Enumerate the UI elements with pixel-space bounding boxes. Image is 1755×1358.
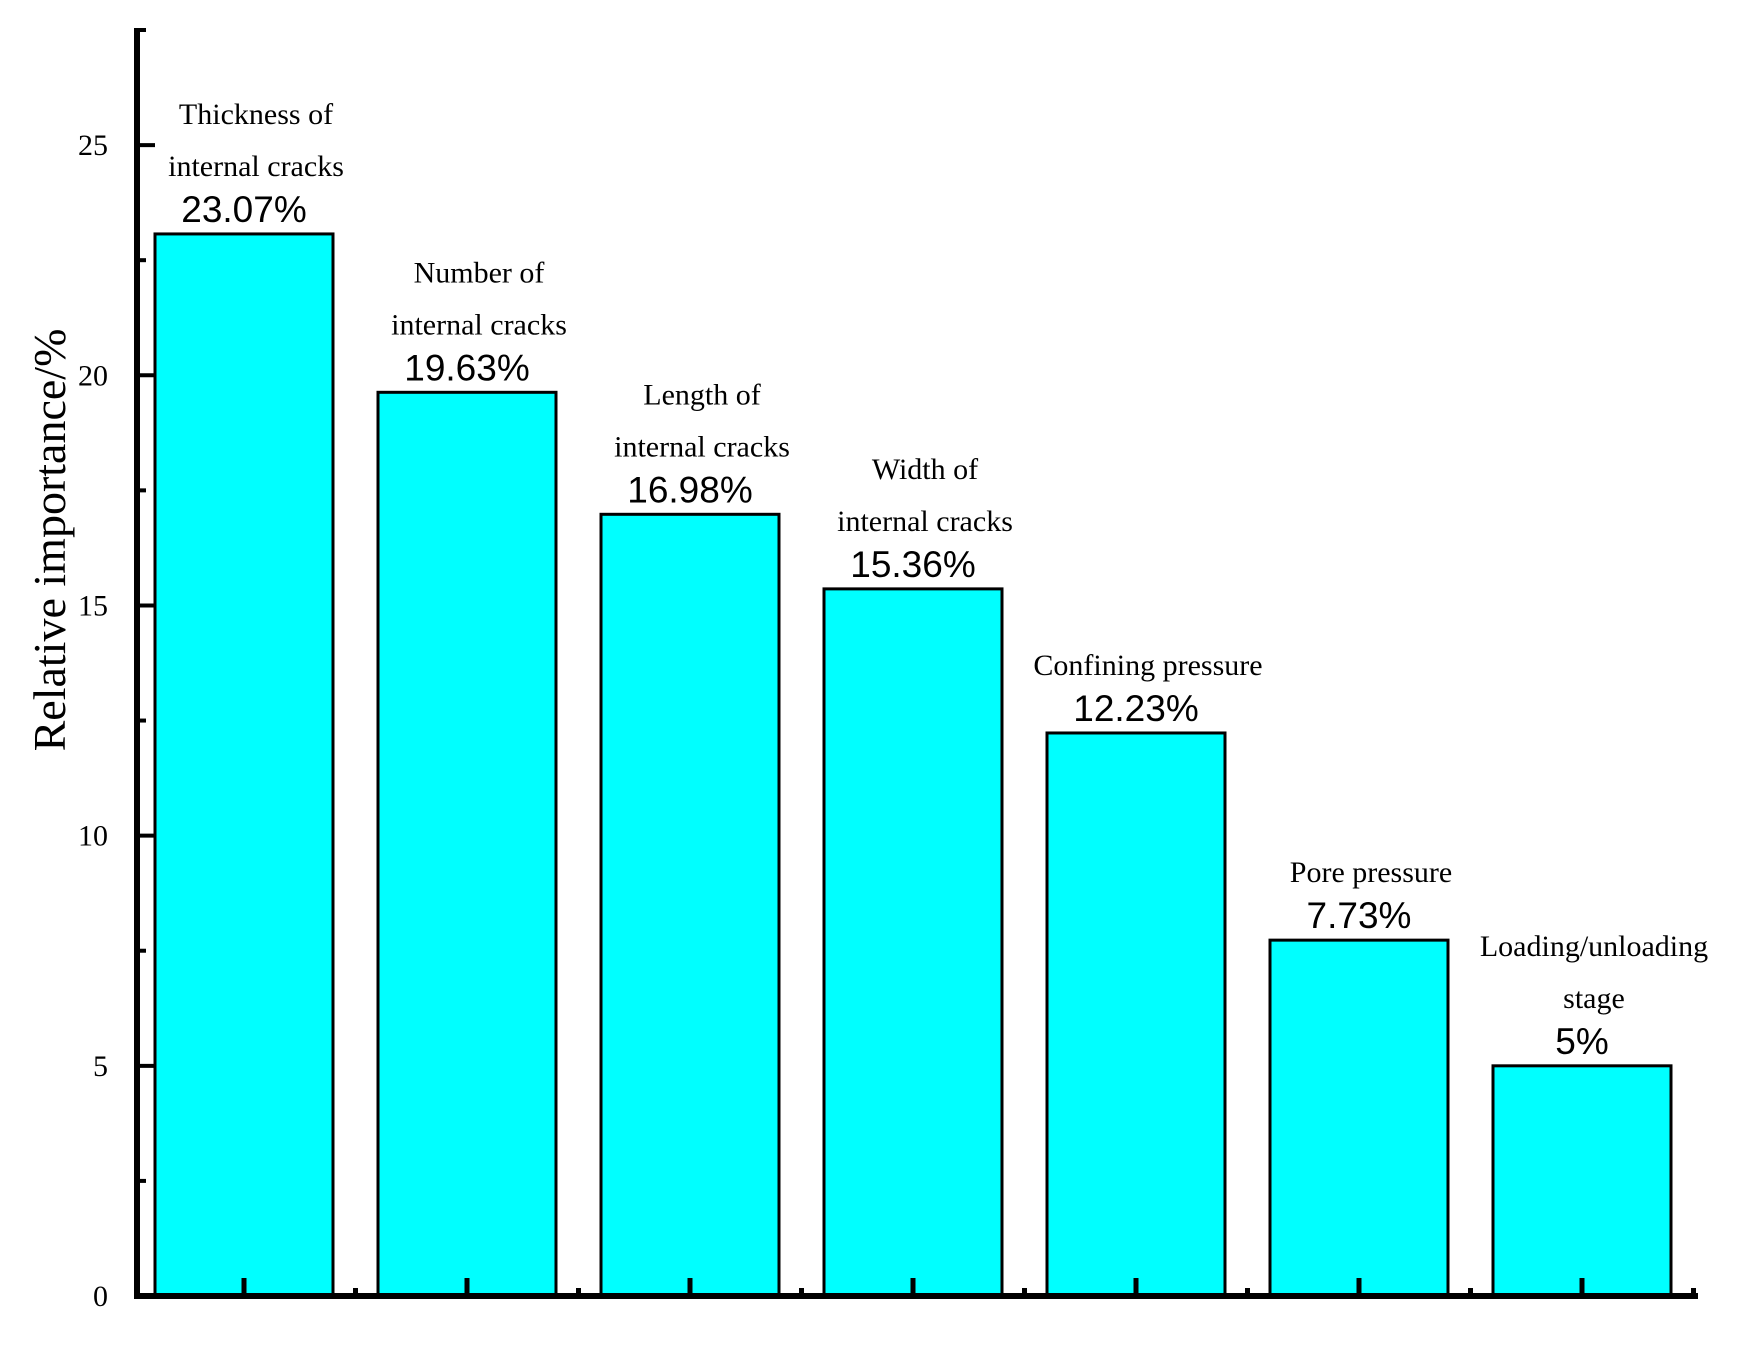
bar-category-label: internal cracks xyxy=(837,505,1013,538)
bar-value-label: 15.36% xyxy=(850,544,976,585)
bar-category-label: Width of xyxy=(872,453,978,486)
bar-2 xyxy=(376,390,558,1298)
bars-group xyxy=(153,232,1673,1298)
y-tick-label: 10 xyxy=(78,820,108,853)
y-tick-label: 5 xyxy=(93,1050,108,1083)
bar-category-label: stage xyxy=(1563,982,1625,1015)
bar-category-label: Confining pressure xyxy=(1033,649,1262,682)
bar-category-label: Loading/unloading xyxy=(1480,930,1708,963)
axes-group: 0 5 10 15 20 25 xyxy=(78,28,1698,1313)
y-axis-title: Relative importance/% xyxy=(24,329,75,752)
bar-7 xyxy=(1491,1064,1673,1298)
y-tick-label: 0 xyxy=(93,1280,108,1313)
y-tick-label: 20 xyxy=(78,359,108,392)
bar-3 xyxy=(599,512,781,1298)
bar-value-label: 16.98% xyxy=(627,469,753,510)
bar-4 xyxy=(822,587,1004,1298)
y-tick-label: 25 xyxy=(78,129,108,162)
bar-labels-group: 23.07% Thickness of internal cracks 19.63% N… xyxy=(168,98,1708,1062)
bar-6 xyxy=(1268,938,1450,1298)
bar-category-label: Number of xyxy=(414,256,545,289)
bar-value-label: 12.23% xyxy=(1073,688,1199,729)
bar-1 xyxy=(153,232,335,1298)
bar-category-label: Pore pressure xyxy=(1290,856,1452,889)
bar-category-label: internal cracks xyxy=(168,150,344,183)
bar-category-label: internal cracks xyxy=(614,430,790,463)
bar-category-label: Length of xyxy=(643,378,760,411)
y-tick-label: 15 xyxy=(78,589,108,622)
bar-value-label: 5% xyxy=(1555,1021,1608,1062)
bar-value-label: 7.73% xyxy=(1307,895,1412,936)
bar-value-label: 23.07% xyxy=(181,189,307,230)
bar-category-label: Thickness of xyxy=(179,98,333,131)
bar-category-label: internal cracks xyxy=(391,308,567,341)
bar-5 xyxy=(1045,731,1227,1298)
bar-value-label: 19.63% xyxy=(404,347,530,388)
